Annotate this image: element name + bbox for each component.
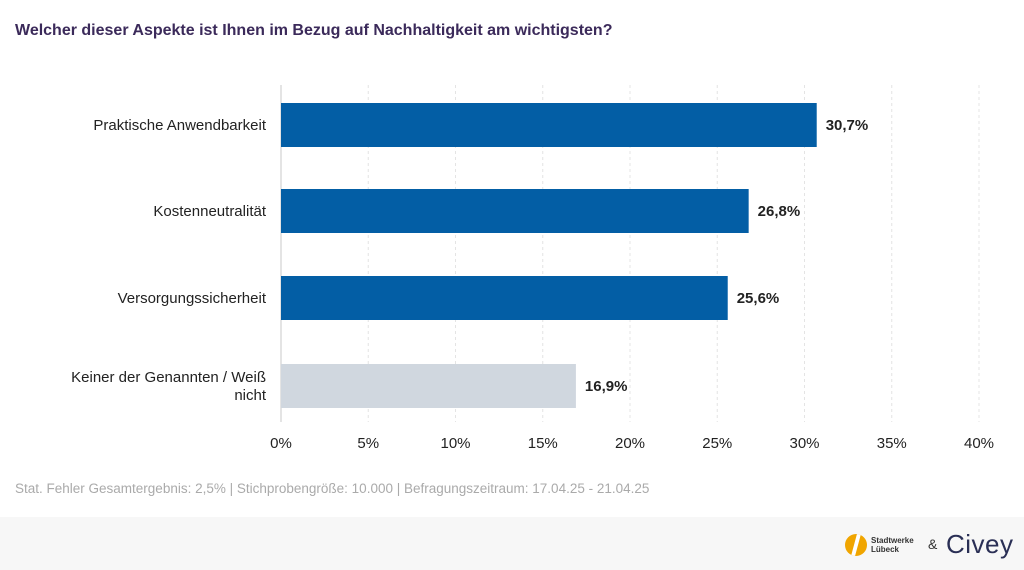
category-label: Praktische Anwendbarkeit xyxy=(93,117,266,134)
x-tick-label: 15% xyxy=(528,435,558,452)
bar xyxy=(281,276,728,320)
category-label: Kostenneutralität xyxy=(153,203,266,220)
bar xyxy=(281,189,749,233)
stadtwerke-luebeck-logo: Stadtwerke Lübeck xyxy=(845,534,921,556)
bar-chart: 0% 5% 10% 15% 20% 25% 30% 35% 40% 30,7% Praktische… xyxy=(71,85,994,452)
x-tick-label: 10% xyxy=(440,435,470,452)
category-label: Versorgungssicherheit xyxy=(118,290,267,307)
bar xyxy=(281,364,576,408)
x-tick-label: 20% xyxy=(615,435,645,452)
category-label: Keiner der Genannten / Weiß xyxy=(71,369,266,386)
bar xyxy=(281,103,817,147)
x-tick-label: 40% xyxy=(964,435,994,452)
stadtwerke-logo-line2: Lübeck xyxy=(871,545,900,554)
x-tick-label: 5% xyxy=(357,435,379,452)
category-label: nicht xyxy=(234,387,267,404)
data-label: 26,8% xyxy=(758,203,801,220)
stadtwerke-logo-line1: Stadtwerke xyxy=(871,536,914,545)
x-tick-label: 25% xyxy=(702,435,732,452)
x-tick-label: 30% xyxy=(789,435,819,452)
stadtwerke-logo-icon xyxy=(845,534,867,556)
logo-ampersand: & xyxy=(928,536,938,552)
civey-logo: Civey xyxy=(946,529,1014,559)
chart-title: Welcher dieser Aspekte ist Ihnen im Bezu… xyxy=(15,22,613,39)
data-label: 30,7% xyxy=(826,117,869,134)
x-tick-label: 35% xyxy=(877,435,907,452)
data-label: 25,6% xyxy=(737,290,780,307)
footnote: Stat. Fehler Gesamtergebnis: 2,5% | Stic… xyxy=(15,481,650,496)
x-tick-label: 0% xyxy=(270,435,292,452)
data-label: 16,9% xyxy=(585,378,628,395)
